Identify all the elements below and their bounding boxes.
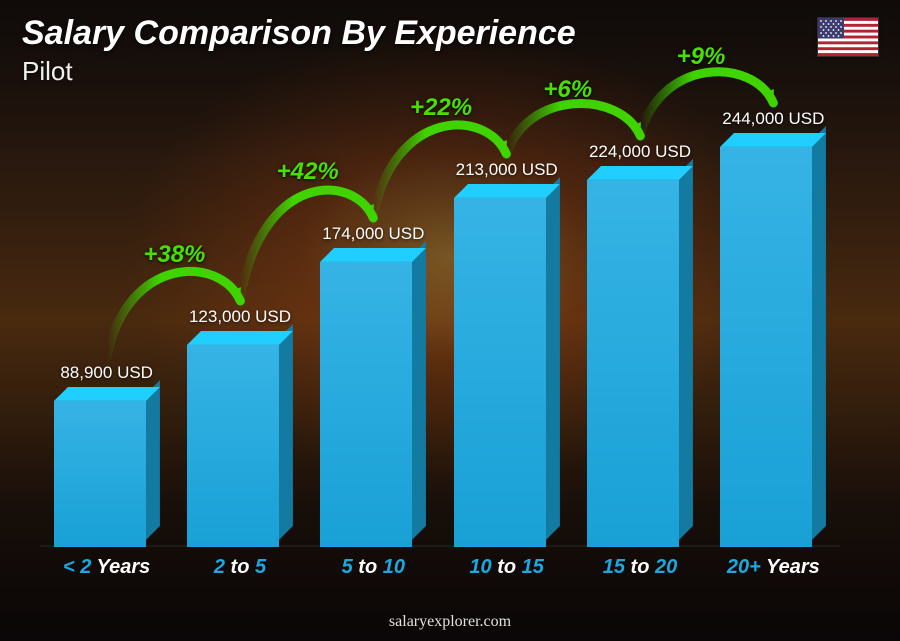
bar-category-label: 5 to 10 (307, 556, 440, 579)
bar (587, 180, 679, 547)
page-subtitle: Pilot (22, 56, 73, 87)
bar-category-label: 2 to 5 (173, 556, 306, 579)
bar-category-label: 15 to 20 (573, 556, 706, 579)
bar-front (587, 180, 679, 547)
infographic-canvas: Salary Comparison By Experience Pilot Av… (0, 0, 900, 641)
bar-category-label: 10 to 15 (440, 556, 573, 579)
bar-category-label: < 2 Years (40, 556, 173, 579)
bar-front (720, 147, 812, 547)
bar-side (279, 324, 293, 540)
bar-side (412, 241, 426, 540)
growth-arc-label: +22% (410, 94, 472, 122)
bar-chart: < 2 Years88,900 USD2 to 5123,000 USD5 to… (40, 100, 840, 581)
growth-arc-label: +9% (677, 43, 726, 71)
page-title: Salary Comparison By Experience (22, 14, 576, 53)
bar-front (54, 401, 146, 547)
bar-front (454, 198, 546, 547)
flag-icon (818, 18, 878, 56)
bar-side (812, 126, 826, 540)
growth-arc-label: +42% (277, 158, 339, 186)
growth-arc-label: +6% (543, 76, 592, 104)
bar (54, 401, 146, 547)
bar-side (546, 177, 560, 540)
bar (720, 147, 812, 547)
bar-category-label: 20+ Years (707, 556, 840, 579)
bar-top (54, 387, 160, 401)
watermark-text: salaryexplorer.com (389, 613, 511, 631)
bar (454, 198, 546, 547)
bar-side (679, 159, 693, 540)
growth-arc-label: +38% (143, 241, 205, 269)
bar-side (146, 380, 160, 540)
